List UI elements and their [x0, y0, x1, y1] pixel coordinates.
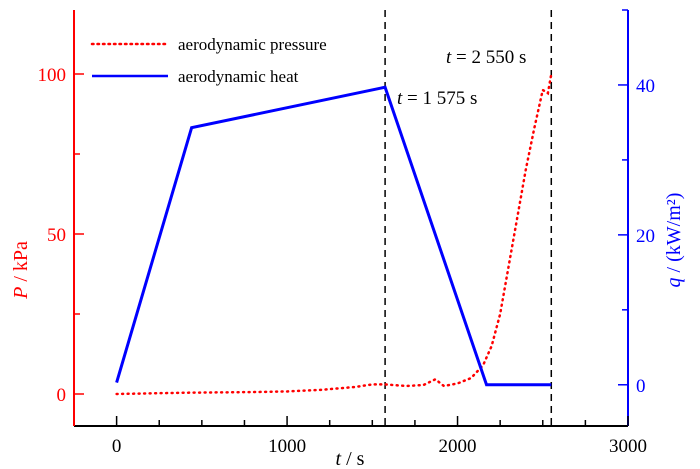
y-right-tick-label: 20	[636, 226, 655, 247]
y-axis-right-label: q / (kW/m²)	[663, 193, 685, 288]
y-left-tick-label: 100	[38, 65, 67, 86]
y-axis-left-label: P / kPa	[10, 241, 32, 300]
x-tick-label: 0	[112, 436, 122, 457]
y-left-tick-label: 50	[47, 225, 66, 246]
annotation-1575: t = 1 575 s	[397, 88, 477, 109]
legend-pressure-label: aerodynamic pressure	[178, 35, 327, 54]
x-axis-label: t / s	[336, 448, 365, 469]
y-right-tick-label: 40	[636, 76, 655, 97]
legend-heat-label: aerodynamic heat	[178, 67, 299, 86]
annotation-2550: t = 2 550 s	[446, 47, 526, 68]
y-left-tick-label: 0	[57, 385, 67, 406]
x-tick-label: 3000	[609, 436, 647, 457]
series-pressure-line	[115, 72, 553, 396]
series-heat-line	[115, 85, 552, 387]
legend: aerodynamic pressure aerodynamic heat	[90, 35, 327, 86]
x-tick-label: 1000	[268, 436, 306, 457]
x-tick-label: 2000	[439, 436, 477, 457]
y-right-tick-label: 0	[636, 376, 646, 397]
